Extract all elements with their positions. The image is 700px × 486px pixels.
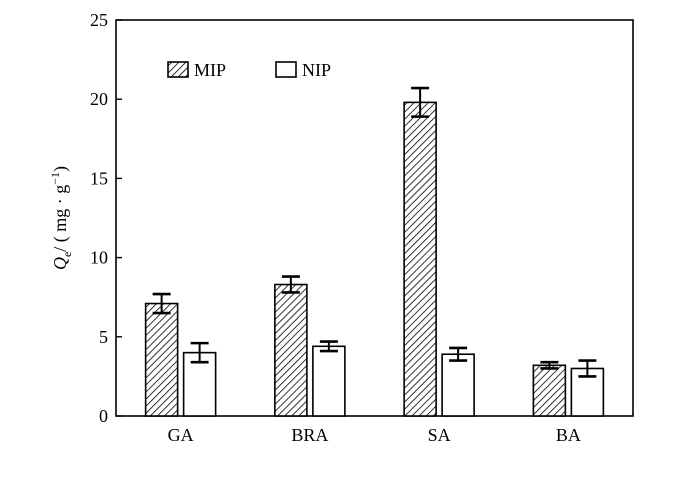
y-tick-label: 15: [90, 168, 108, 188]
y-axis-title-symbol: Q: [50, 257, 70, 270]
legend-label-nip: NIP: [302, 60, 331, 80]
legend-label-mip: MIP: [194, 60, 226, 80]
x-tick-label: BRA: [291, 425, 328, 445]
y-tick-label: 0: [99, 406, 108, 426]
y-axis-title-close: ): [50, 166, 71, 172]
y-axis-title: Qe/ ( mg · g−1): [48, 166, 74, 270]
y-axis-title-subscript: e: [60, 252, 74, 257]
x-tick-label: GA: [168, 425, 194, 445]
y-tick-label: 20: [90, 89, 108, 109]
x-tick-label: SA: [428, 425, 451, 445]
y-tick-label: 25: [90, 10, 108, 30]
plot-frame: [115, 19, 634, 417]
y-tick-label: 5: [99, 327, 108, 347]
legend-swatch-nip: [275, 61, 297, 78]
y-tick-label: 10: [90, 248, 108, 268]
y-axis-title-superscript: −1: [48, 172, 62, 185]
x-tick-label: BA: [556, 425, 581, 445]
bar-nip: [441, 353, 475, 417]
y-axis-title-unit: / ( mg · g: [50, 185, 71, 252]
bar-mip: [403, 101, 437, 417]
bar-mip: [532, 364, 567, 417]
bar-nip: [312, 345, 346, 417]
bar-mip: [144, 302, 179, 417]
bar-mip: [274, 283, 308, 417]
legend-swatch-mip: [167, 61, 189, 78]
